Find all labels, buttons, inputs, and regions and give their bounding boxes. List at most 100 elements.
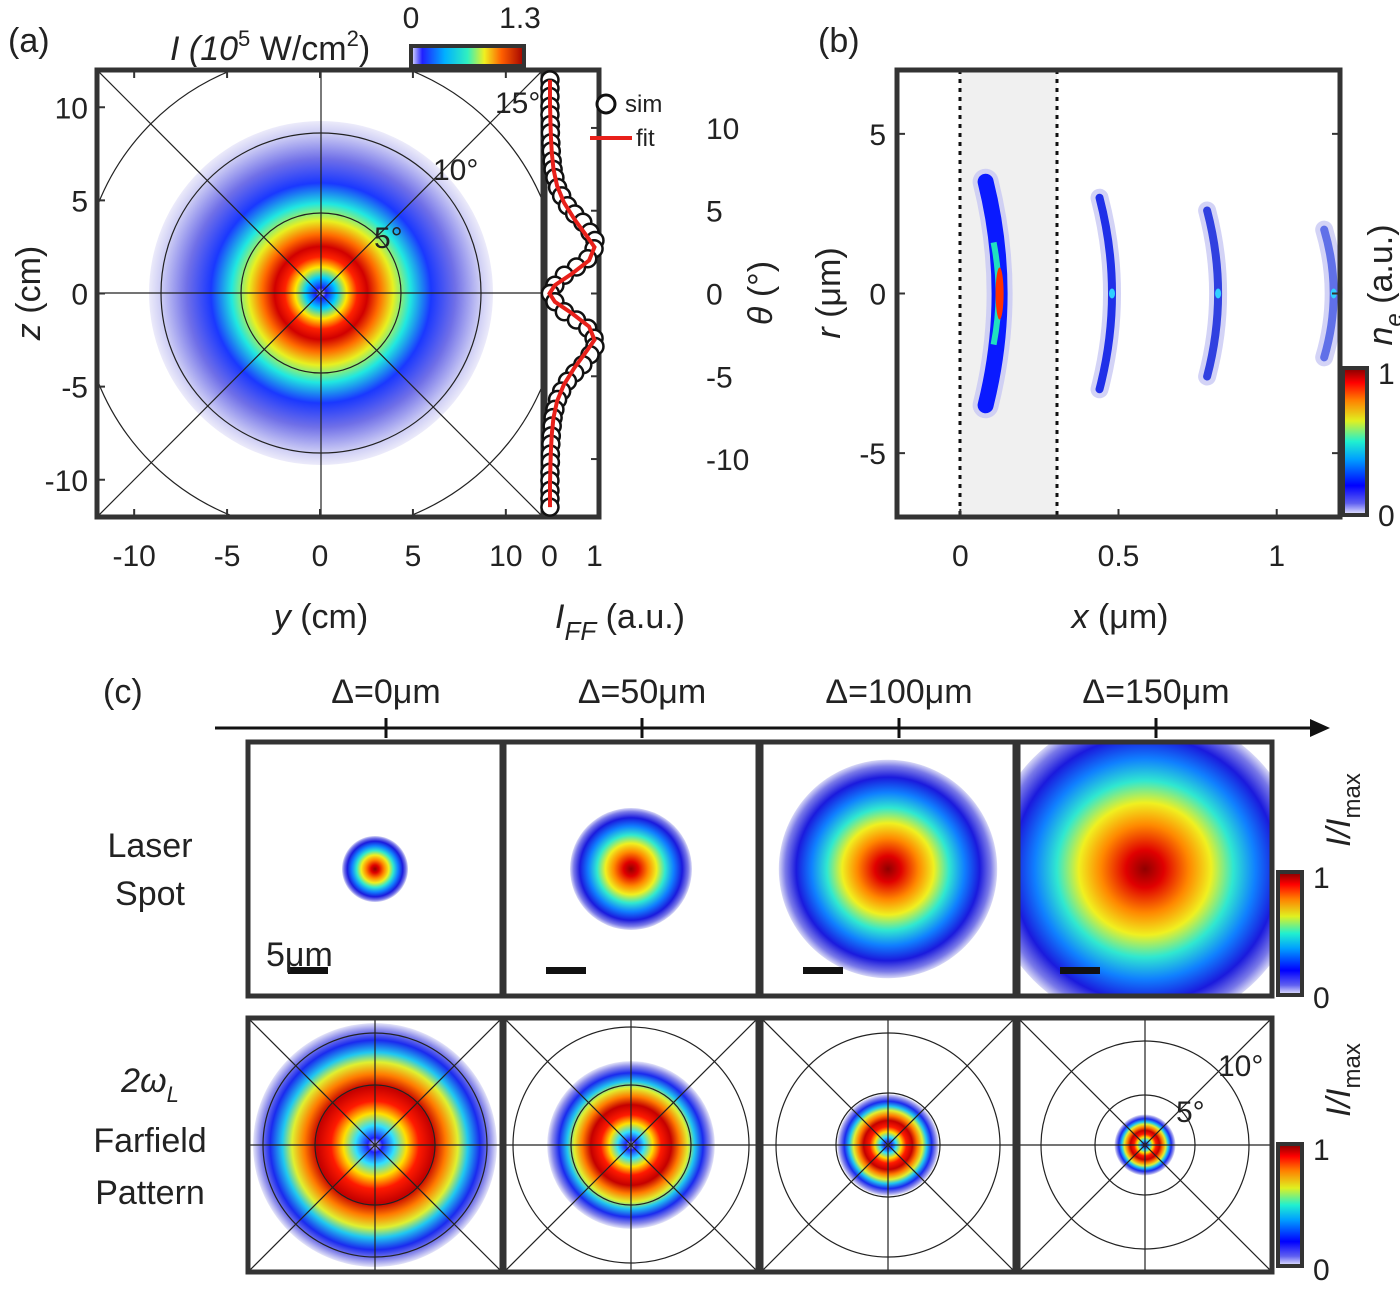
- electron-bunches: [972, 168, 1343, 419]
- polar-circle-5deg: [314, 1084, 436, 1206]
- a-xtick-label: -10: [112, 540, 155, 573]
- panel-c-colorbar-row1: 1 0 I/Imax: [1276, 773, 1366, 1015]
- panel-a-ylabel: z (cm): [10, 246, 48, 341]
- panel-a-lineout: [540, 70, 605, 517]
- scalebar: [803, 967, 843, 974]
- scalebar: [1060, 967, 1100, 974]
- a-xtick-label: -5: [214, 540, 241, 573]
- c-colorbar1-max: 1: [1313, 862, 1330, 895]
- panel-b-heatmap: [958, 70, 1343, 517]
- bunch-peak: [1109, 288, 1116, 299]
- b-xtick-label: 0: [952, 540, 969, 573]
- panel-a-xlabel: y (cm): [272, 598, 368, 636]
- scalebar: [546, 967, 586, 974]
- a-xtick-label: 0: [312, 540, 329, 573]
- angle-label-5: 5°: [374, 222, 403, 255]
- lineout-ytick-label: 10: [706, 113, 739, 146]
- lineout-ytick-label: -5: [706, 361, 733, 394]
- panel-a-lineout-ylabel: θ (°): [742, 261, 780, 325]
- panel-a-heatmap: [97, 70, 543, 517]
- row2-label-var: 2ωL: [120, 1062, 179, 1107]
- column-header: Δ=150μm: [1082, 673, 1229, 711]
- panel-b-xlabel: x (μm): [1069, 598, 1168, 636]
- panel-a-lineout-xlabel: IFF (a.u.): [555, 598, 685, 646]
- c-colorbar2-min: 0: [1313, 1254, 1330, 1287]
- laser-spot: [778, 759, 998, 979]
- panel-b-colorbar-min: 0: [1378, 500, 1395, 533]
- c-colorbar1-min: 0: [1313, 982, 1330, 1015]
- b-xtick-label: 1: [1268, 540, 1285, 573]
- defocus-axis-arrow: [1310, 719, 1330, 737]
- b-ytick-label: -5: [859, 438, 886, 471]
- c-colorbar2-scale: [1276, 1142, 1304, 1268]
- angle-label-15: 15°: [495, 87, 540, 120]
- lineout-xtick-label: 1: [586, 540, 603, 573]
- farfield-pattern: [504, 1018, 758, 1272]
- legend-sim-marker: [595, 93, 617, 115]
- bunch-peak: [1215, 288, 1222, 299]
- farfield-pattern: [248, 1018, 502, 1272]
- panel-c-colorbar-row2: 1 0 I/Imax: [1276, 1043, 1366, 1287]
- a-xtick-label: 5: [405, 540, 422, 573]
- c-colorbar1-scale: [1276, 870, 1304, 997]
- panel-a-colorbar-max: 1.3: [499, 2, 541, 35]
- panel-c-column-headers: Δ=0μm Δ=50μm Δ=100μm Δ=150μm: [331, 673, 1230, 738]
- farfield-cell-frame: [758, 1015, 1018, 1275]
- lineout-xtick-label: 0: [541, 540, 558, 573]
- a-ytick-label: 10: [55, 92, 88, 125]
- panel-a-label: (a): [8, 22, 50, 60]
- legend-fit-label: fit: [636, 125, 655, 152]
- panel-b-colorbar-title: ne (a.u.): [1362, 224, 1400, 345]
- polar-circle-10deg: [1040, 1040, 1250, 1250]
- polar-circle-10deg: [262, 1032, 488, 1258]
- row1-label-line1: Laser: [107, 827, 192, 865]
- row-label-laser-spot: Laser Spot: [107, 827, 192, 913]
- panel-b-label: (b): [818, 22, 860, 60]
- farfield-cell-frame: [1015, 1015, 1275, 1275]
- panel-b-colorbar-scale: [1341, 366, 1369, 517]
- panel-a-colorbar-min: 0: [403, 2, 420, 35]
- laser-spot-row: [245, 739, 1275, 999]
- column-header: Δ=50μm: [578, 673, 706, 711]
- spot-cell-frame: [501, 739, 761, 999]
- row1-label-line2: Spot: [115, 875, 185, 913]
- panel-c-label: (c): [103, 673, 143, 711]
- lineout-ytick-label: -10: [706, 444, 749, 477]
- laser-spot: [570, 808, 692, 930]
- b-ytick-label: 0: [869, 279, 886, 312]
- panel-c-angle-labels: 5° 10°: [1176, 1050, 1263, 1129]
- polar-circle-10deg: [512, 1026, 750, 1264]
- c-colorbar2-title: I/Imax: [1320, 1043, 1366, 1117]
- panel-a-colorbar-scale: [409, 44, 526, 68]
- scalebar-label: 5μm: [266, 936, 333, 974]
- polar-circle-5deg: [835, 1092, 941, 1198]
- a-ytick-label: -10: [45, 465, 88, 498]
- row2-label-line2: Pattern: [95, 1174, 205, 1212]
- lineout-ytick-label: 0: [706, 279, 723, 312]
- farfield-pattern: [761, 1018, 1015, 1272]
- polar-circle-5deg: [1094, 1094, 1196, 1196]
- c-angle-label-10: 10°: [1218, 1050, 1263, 1083]
- farfield-row: [245, 1015, 1275, 1275]
- spot-cell-frame: [758, 739, 1018, 999]
- farfield-cell-frame: [501, 1015, 761, 1275]
- laser-spot: [341, 835, 409, 903]
- column-header: Δ=100μm: [825, 673, 972, 711]
- polar-circle-10deg: [775, 1032, 1001, 1258]
- panel-a-colorbar-title: I (105 W/cm2): [170, 26, 370, 68]
- fit-line: [547, 79, 597, 508]
- panel-a-yticks: 10 5 0 -5 -10: [45, 92, 105, 498]
- a-xtick-label: 10: [489, 540, 522, 573]
- c-colorbar1-title: I/Imax: [1320, 773, 1366, 847]
- b-xtick-label: 0.5: [1098, 540, 1140, 573]
- row-label-farfield: 2ωL Farfield Pattern: [93, 1062, 206, 1212]
- laser-spot: [1018, 742, 1272, 996]
- panel-a-polar-grid: [97, 70, 543, 517]
- panel-b-ylabel: r (μm): [810, 247, 848, 338]
- panel-a-angle-labels: 5° 10° 15°: [374, 87, 540, 255]
- c-angle-label-5: 5°: [1176, 1096, 1205, 1129]
- panel-a-lineout-yticks: 10 5 0 -5 -10: [591, 113, 749, 477]
- spot-cell-frame: [1015, 739, 1275, 999]
